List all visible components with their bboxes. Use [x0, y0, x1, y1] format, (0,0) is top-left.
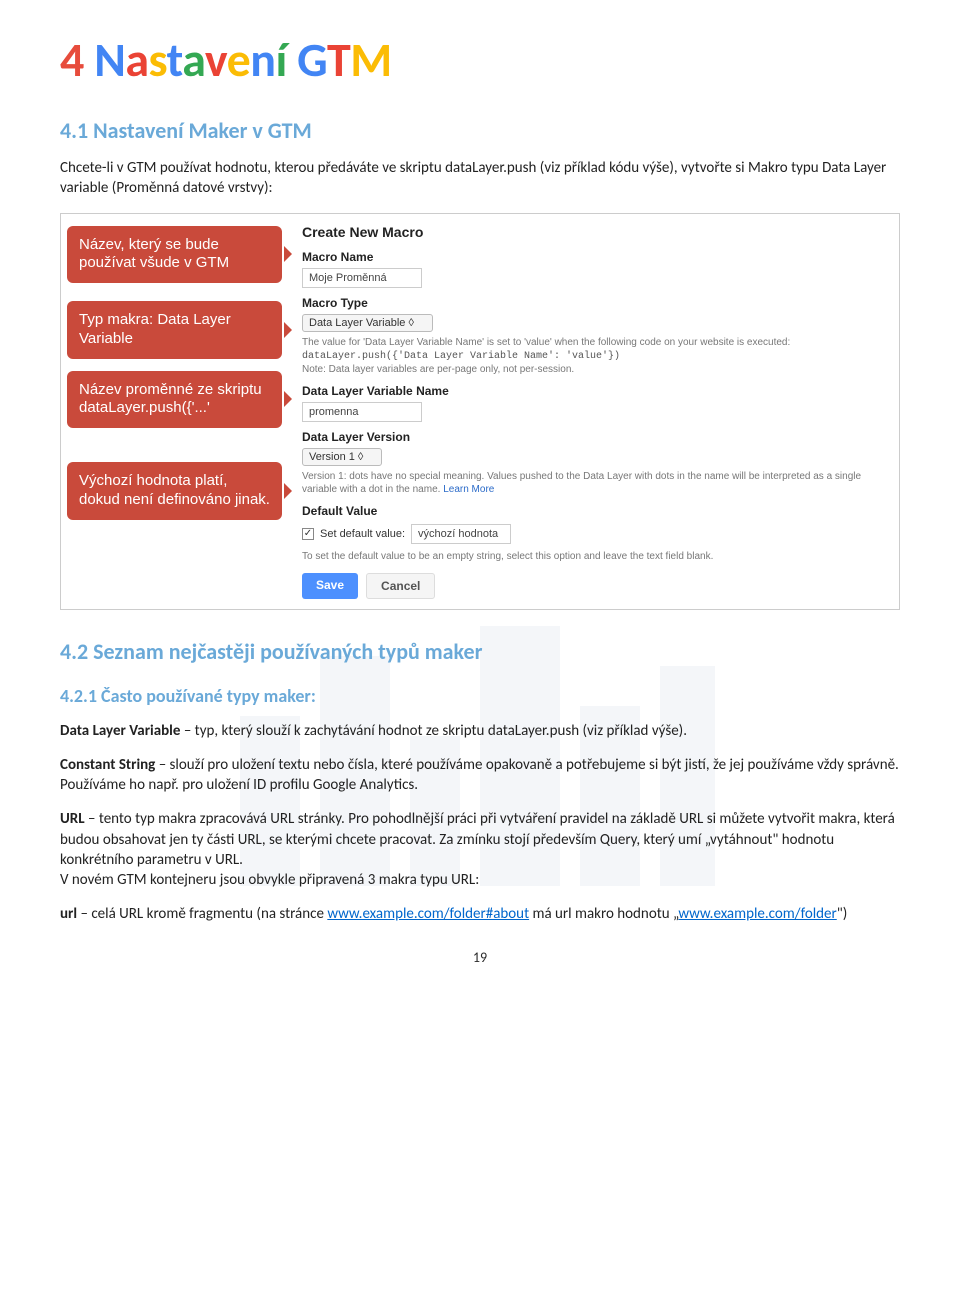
- default-value-input[interactable]: výchozí hodnota: [411, 524, 511, 544]
- macro-type-note: The value for 'Data Layer Variable Name'…: [302, 336, 889, 376]
- default-value-label: Default Value: [302, 504, 889, 518]
- gtm-macro-figure: Název, který se bude používat všude v GT…: [60, 213, 900, 610]
- version-note: Version 1: dots have no special meaning.…: [302, 470, 889, 496]
- callout-type: Typ makra: Data Layer Variable: [67, 301, 282, 359]
- var-name-input[interactable]: promenna: [302, 402, 422, 422]
- form-title: Create New Macro: [302, 224, 889, 240]
- learn-more-link[interactable]: Learn More: [443, 484, 494, 495]
- var-name-label: Data Layer Variable Name: [302, 384, 889, 398]
- callout-name: Název, který se bude používat všude v GT…: [67, 226, 282, 284]
- callout-varname: Název proměnné ze skriptu dataLayer.push…: [67, 371, 282, 429]
- para-url-example: url – celá URL kromě fragmentu (na strán…: [60, 904, 900, 924]
- set-default-checkbox[interactable]: ✓: [302, 528, 314, 540]
- version-select[interactable]: Version 1 ◊: [302, 448, 382, 466]
- macro-name-label: Macro Name: [302, 250, 889, 264]
- default-note: To set the default value to be an empty …: [302, 550, 889, 563]
- gtm-form: Create New Macro Macro Name Moje Proměnn…: [282, 220, 889, 599]
- figure-callouts: Název, který se bude používat všude v GT…: [67, 220, 282, 599]
- version-label: Data Layer Version: [302, 430, 889, 444]
- para-url: URL – tento typ makra zpracovává URL str…: [60, 809, 900, 890]
- example-link-1[interactable]: www.example.com/folder#about: [327, 905, 529, 923]
- macro-name-input[interactable]: Moje Proměnná: [302, 268, 422, 288]
- set-default-label: Set default value:: [320, 528, 405, 540]
- para-data-layer-variable: Data Layer Variable – typ, který slouží …: [60, 721, 900, 741]
- section-4-1-heading: 4.1 Nastavení Maker v GTM: [60, 117, 900, 144]
- callout-default: Výchozí hodnota platí, dokud není defino…: [67, 462, 282, 520]
- section-4-2-heading: 4.2 Seznam nejčastěji používaných typů m…: [60, 638, 900, 665]
- cancel-button[interactable]: Cancel: [366, 573, 435, 599]
- title-number: 4: [60, 30, 84, 89]
- page-number: 19: [60, 949, 900, 966]
- para-constant-string: Constant String – slouží pro uložení tex…: [60, 755, 900, 796]
- example-link-2[interactable]: www.example.com/folder: [678, 905, 836, 923]
- macro-type-label: Macro Type: [302, 296, 889, 310]
- save-button[interactable]: Save: [302, 573, 358, 599]
- section-4-2-1-heading: 4.2.1 Často používané typy maker:: [60, 685, 900, 707]
- title-word1: Nastavení: [94, 30, 287, 89]
- section-4-1-paragraph: Chcete-li v GTM používat hodnotu, kterou…: [60, 158, 900, 199]
- title-word2: GTM: [297, 30, 392, 89]
- macro-type-select[interactable]: Data Layer Variable ◊: [302, 314, 433, 332]
- page-title: 4 Nastavení GTM: [60, 30, 900, 89]
